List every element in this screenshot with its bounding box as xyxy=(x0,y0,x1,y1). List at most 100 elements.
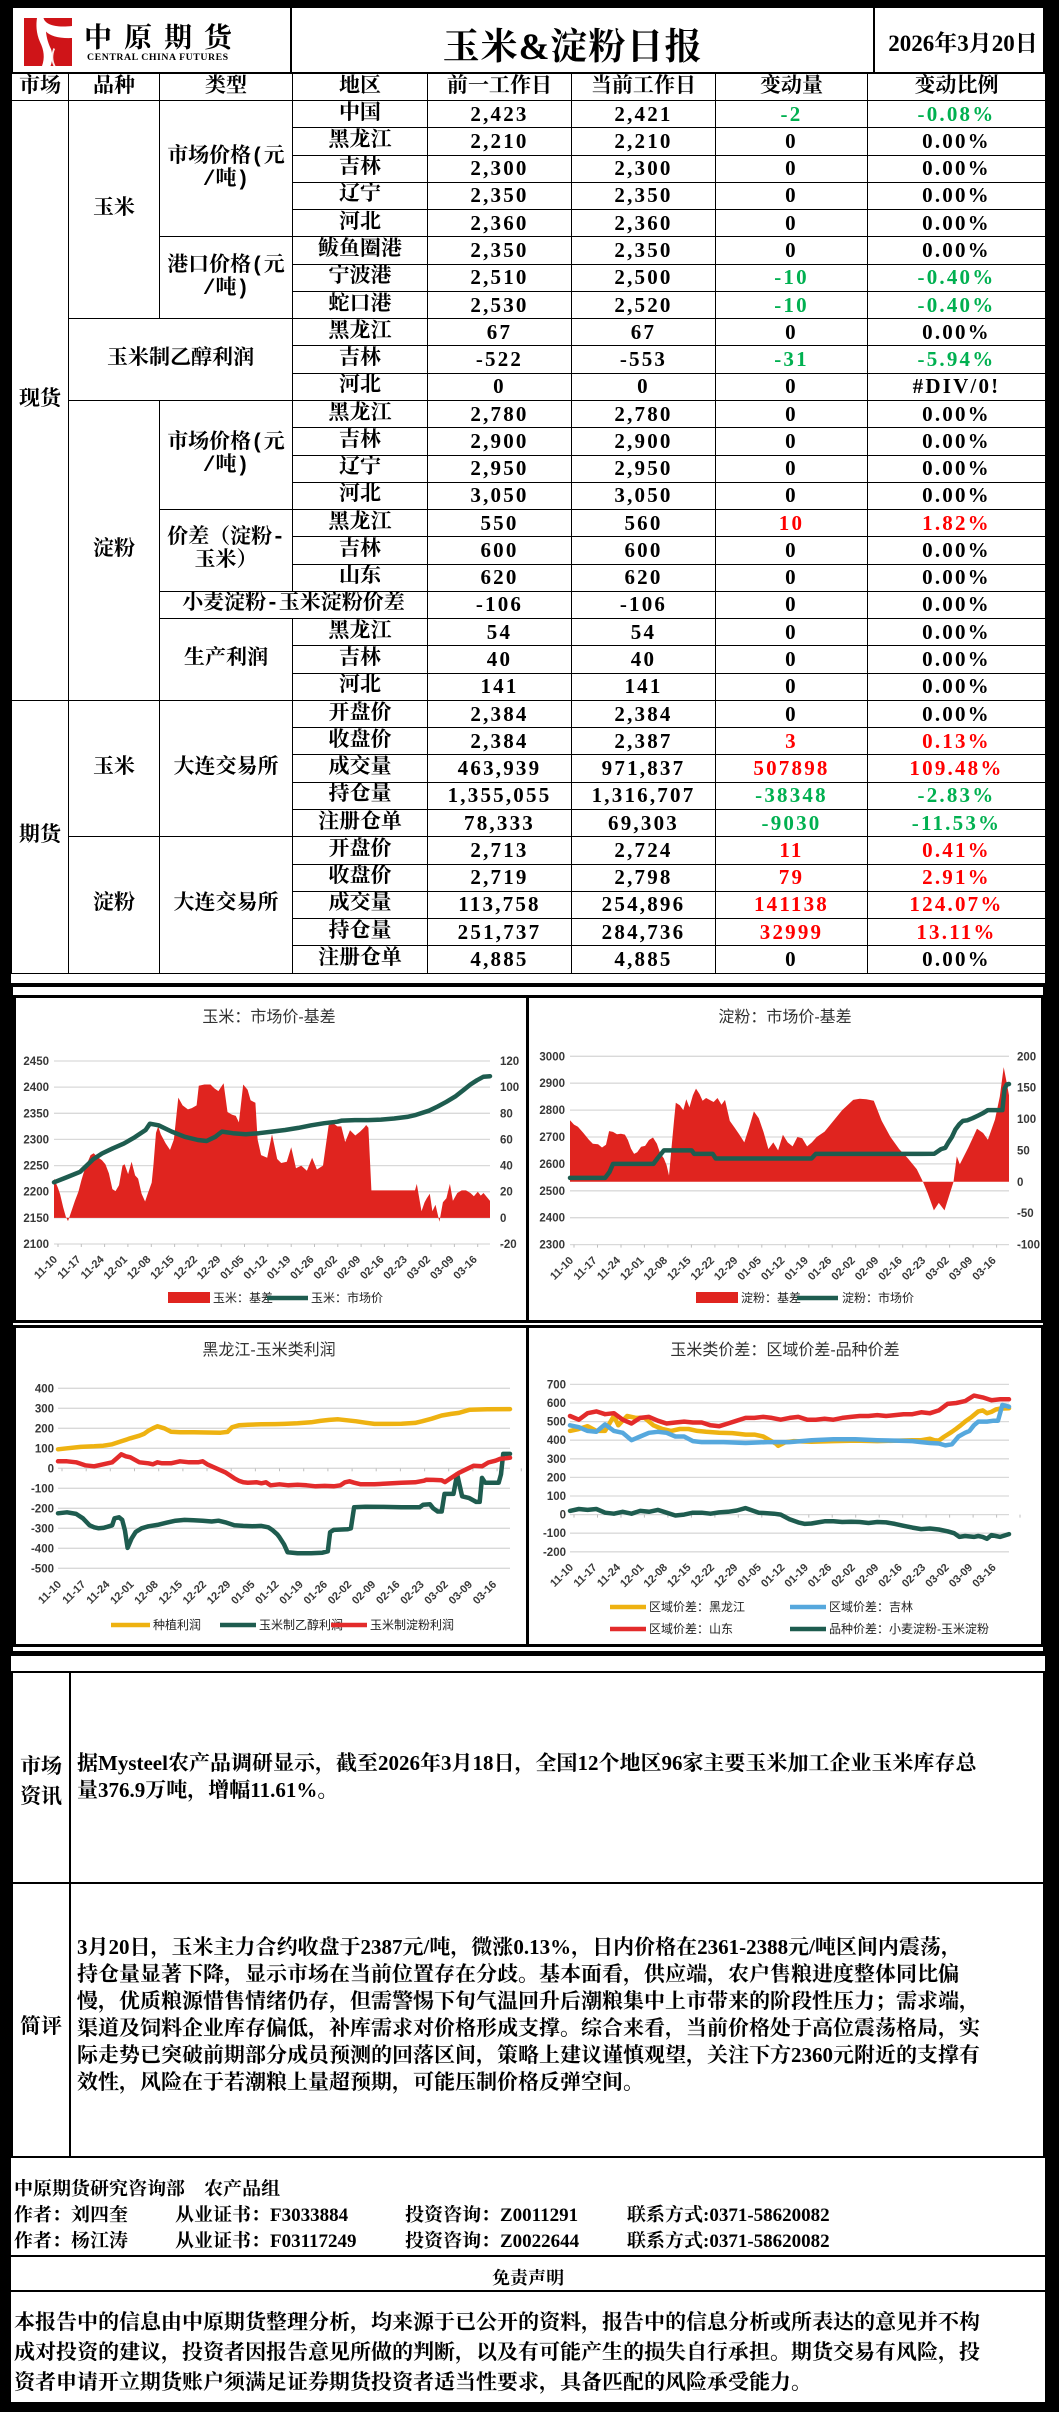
svg-text:02-02: 02-02 xyxy=(326,1579,354,1607)
svg-text:02-16: 02-16 xyxy=(876,1562,904,1590)
svg-text:-20: -20 xyxy=(500,1239,517,1251)
svg-text:11-17: 11-17 xyxy=(60,1579,88,1607)
svg-text:03-02: 03-02 xyxy=(422,1579,450,1607)
svg-text:3000: 3000 xyxy=(539,1051,565,1063)
svg-text:01-26: 01-26 xyxy=(288,1254,316,1282)
svg-text:淀粉：基差: 淀粉：基差 xyxy=(741,1291,801,1305)
svg-text:01-19: 01-19 xyxy=(783,1255,811,1283)
svg-text:2900: 2900 xyxy=(539,1078,565,1090)
svg-text:400: 400 xyxy=(35,1383,54,1395)
svg-text:11-17: 11-17 xyxy=(572,1562,600,1590)
svg-text:01-05: 01-05 xyxy=(736,1255,764,1283)
svg-text:2150: 2150 xyxy=(23,1213,49,1225)
svg-text:12-29: 12-29 xyxy=(712,1562,740,1590)
svg-text:12-15: 12-15 xyxy=(148,1254,176,1282)
svg-text:12-08: 12-08 xyxy=(132,1579,160,1607)
svg-text:80: 80 xyxy=(500,1108,513,1120)
svg-text:12-01: 12-01 xyxy=(102,1254,130,1282)
svg-text:20: 20 xyxy=(500,1187,513,1199)
svg-text:03-02: 03-02 xyxy=(923,1255,951,1283)
svg-text:600: 600 xyxy=(547,1398,566,1410)
svg-text:12-29: 12-29 xyxy=(712,1255,740,1283)
svg-text:-100: -100 xyxy=(543,1528,566,1540)
svg-text:11-24: 11-24 xyxy=(595,1561,624,1590)
svg-text:02-23: 02-23 xyxy=(398,1579,426,1607)
svg-text:01-19: 01-19 xyxy=(783,1562,811,1590)
svg-text:品种价差：小麦淀粉-玉米淀粉: 品种价差：小麦淀粉-玉米淀粉 xyxy=(829,1622,989,1636)
svg-text:玉米：基差: 玉米：基差 xyxy=(213,1291,273,1305)
svg-text:150: 150 xyxy=(1017,1083,1036,1095)
svg-text:02-02: 02-02 xyxy=(829,1562,857,1590)
svg-text:02-16: 02-16 xyxy=(876,1255,904,1283)
svg-text:300: 300 xyxy=(547,1454,566,1466)
svg-text:2800: 2800 xyxy=(539,1105,565,1117)
svg-text:玉米制淀粉利润: 玉米制淀粉利润 xyxy=(370,1618,454,1632)
svg-text:02-02: 02-02 xyxy=(312,1254,340,1282)
svg-text:01-19: 01-19 xyxy=(277,1579,305,1607)
svg-text:03-16: 03-16 xyxy=(970,1255,998,1283)
svg-text:12-22: 12-22 xyxy=(689,1562,717,1590)
svg-text:03-16: 03-16 xyxy=(451,1254,479,1282)
svg-text:200: 200 xyxy=(1017,1051,1036,1063)
svg-text:2500: 2500 xyxy=(539,1186,565,1198)
svg-text:-200: -200 xyxy=(543,1547,566,1559)
svg-text:2100: 2100 xyxy=(23,1239,49,1251)
svg-text:03-09: 03-09 xyxy=(447,1579,475,1607)
svg-text:02-09: 02-09 xyxy=(335,1254,363,1282)
svg-text:淀粉：市场价: 淀粉：市场价 xyxy=(842,1290,914,1305)
svg-text:-400: -400 xyxy=(31,1543,54,1555)
svg-text:60: 60 xyxy=(500,1134,513,1146)
svg-text:03-16: 03-16 xyxy=(471,1579,499,1607)
svg-text:12-29: 12-29 xyxy=(205,1579,233,1607)
svg-text:01-05: 01-05 xyxy=(229,1579,257,1607)
svg-text:03-09: 03-09 xyxy=(947,1562,975,1590)
svg-text:02-09: 02-09 xyxy=(853,1562,881,1590)
svg-text:玉米：市场价: 玉米：市场价 xyxy=(311,1290,383,1305)
svg-text:01-26: 01-26 xyxy=(302,1579,330,1607)
svg-text:11-10: 11-10 xyxy=(32,1254,60,1282)
svg-text:02-09: 02-09 xyxy=(350,1579,378,1607)
svg-text:11-10: 11-10 xyxy=(548,1255,576,1283)
svg-text:淀粉：市场价-基差: 淀粉：市场价-基差 xyxy=(718,1008,851,1026)
svg-text:03-09: 03-09 xyxy=(947,1255,975,1283)
svg-text:40: 40 xyxy=(500,1161,513,1173)
svg-text:500: 500 xyxy=(547,1417,566,1429)
svg-text:01-19: 01-19 xyxy=(265,1254,293,1282)
svg-text:2400: 2400 xyxy=(23,1082,49,1094)
svg-text:400: 400 xyxy=(547,1435,566,1447)
svg-text:700: 700 xyxy=(547,1379,566,1391)
svg-text:11-24: 11-24 xyxy=(595,1254,624,1283)
svg-text:01-12: 01-12 xyxy=(242,1254,270,1282)
svg-text:2400: 2400 xyxy=(539,1213,565,1225)
svg-text:100: 100 xyxy=(500,1082,519,1094)
svg-text:12-22: 12-22 xyxy=(689,1255,717,1283)
svg-text:12-08: 12-08 xyxy=(125,1254,153,1282)
svg-text:12-22: 12-22 xyxy=(181,1579,209,1607)
svg-text:12-15: 12-15 xyxy=(665,1562,693,1590)
svg-text:01-26: 01-26 xyxy=(806,1562,834,1590)
svg-text:03-02: 03-02 xyxy=(405,1254,433,1282)
svg-text:玉米：市场价-基差: 玉米：市场价-基差 xyxy=(202,1008,335,1026)
svg-text:200: 200 xyxy=(547,1472,566,1484)
svg-text:-200: -200 xyxy=(31,1503,54,1515)
svg-text:12-22: 12-22 xyxy=(172,1254,200,1282)
svg-text:02-23: 02-23 xyxy=(900,1255,928,1283)
svg-text:01-05: 01-05 xyxy=(218,1254,246,1282)
svg-text:01-26: 01-26 xyxy=(806,1255,834,1283)
svg-text:01-12: 01-12 xyxy=(759,1255,787,1283)
svg-text:11-17: 11-17 xyxy=(55,1254,83,1282)
svg-text:12-01: 12-01 xyxy=(618,1255,646,1283)
svg-text:12-08: 12-08 xyxy=(642,1562,670,1590)
svg-text:2700: 2700 xyxy=(539,1132,565,1144)
svg-text:12-29: 12-29 xyxy=(195,1254,223,1282)
svg-text:2300: 2300 xyxy=(539,1240,565,1252)
svg-text:03-16: 03-16 xyxy=(970,1562,998,1590)
svg-text:11-10: 11-10 xyxy=(36,1579,64,1607)
svg-text:2200: 2200 xyxy=(23,1187,49,1199)
svg-text:0: 0 xyxy=(500,1213,506,1225)
svg-text:2250: 2250 xyxy=(23,1161,49,1173)
svg-text:-500: -500 xyxy=(31,1563,54,1575)
svg-text:玉米制乙醇利润: 玉米制乙醇利润 xyxy=(259,1617,343,1632)
svg-text:02-16: 02-16 xyxy=(374,1579,402,1607)
svg-text:-100: -100 xyxy=(31,1483,54,1495)
